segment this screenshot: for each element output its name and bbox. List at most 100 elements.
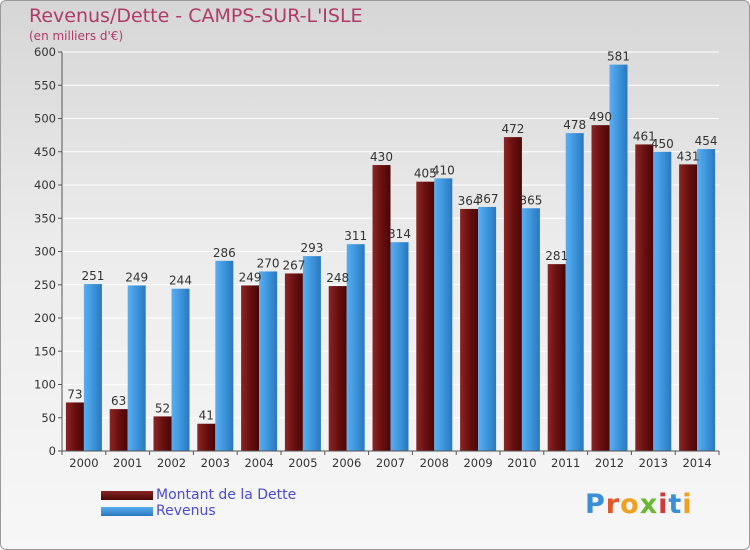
data-label-revenue: 365 xyxy=(519,193,542,207)
data-label-debt: 73 xyxy=(67,387,82,401)
data-label-debt: 248 xyxy=(326,271,349,285)
legend-label-debt: Montant de la Dette xyxy=(156,487,297,503)
data-label-revenue: 286 xyxy=(213,246,236,260)
y-tick-label: 350 xyxy=(34,211,56,225)
data-label-revenue: 450 xyxy=(651,137,674,151)
bar-debt xyxy=(153,416,172,451)
bar-debt xyxy=(328,286,347,451)
logo-letter: t xyxy=(668,489,683,520)
data-label-debt: 430 xyxy=(370,150,393,164)
x-tick-label: 2008 xyxy=(420,456,449,470)
legend-item-revenue: Revenus xyxy=(101,503,296,519)
bar-revenue xyxy=(171,288,190,451)
bar-debt xyxy=(635,144,654,451)
chart-title: Revenus/Dette - CAMPS-SUR-L'ISLE xyxy=(29,5,363,27)
data-label-debt: 249 xyxy=(239,270,262,284)
y-tick-label: 450 xyxy=(34,145,56,159)
x-tick-label: 2005 xyxy=(288,456,317,470)
logo-letter: P xyxy=(585,489,606,520)
bar-revenue xyxy=(259,271,278,451)
x-tick-label: 2011 xyxy=(551,456,580,470)
x-tick-label: 2004 xyxy=(244,456,273,470)
data-label-revenue: 244 xyxy=(169,274,192,288)
x-tick-label: 2009 xyxy=(463,456,492,470)
bar-revenue xyxy=(83,284,102,451)
bar-debt xyxy=(197,423,216,451)
data-label-revenue: 410 xyxy=(432,163,455,177)
bar-revenue xyxy=(390,242,409,451)
y-tick-label: 50 xyxy=(41,411,56,425)
data-label-revenue: 314 xyxy=(388,227,411,241)
bar-revenue xyxy=(565,133,584,451)
data-label-revenue: 478 xyxy=(563,118,586,132)
x-tick-label: 2010 xyxy=(507,456,536,470)
data-label-debt: 461 xyxy=(633,129,656,143)
x-tick-label: 2007 xyxy=(376,456,405,470)
x-tick-label: 2012 xyxy=(595,456,624,470)
bar-debt xyxy=(503,137,522,451)
bar-debt xyxy=(679,164,698,451)
data-label-debt: 63 xyxy=(111,394,126,408)
data-label-debt: 405 xyxy=(414,167,437,181)
data-label-debt: 431 xyxy=(677,149,700,163)
data-label-revenue: 270 xyxy=(257,256,280,270)
data-label-debt: 472 xyxy=(501,122,524,136)
legend-item-debt: Montant de la Dette xyxy=(101,487,296,503)
bar-revenue xyxy=(215,260,234,451)
data-label-debt: 364 xyxy=(458,194,481,208)
bar-debt xyxy=(460,208,479,451)
data-label-revenue: 293 xyxy=(300,241,323,255)
data-label-revenue: 367 xyxy=(476,192,499,206)
bar-debt xyxy=(241,285,260,451)
x-tick-label: 2002 xyxy=(157,456,186,470)
bar-revenue xyxy=(478,206,497,451)
x-tick-label: 2013 xyxy=(639,456,668,470)
x-tick-label: 2006 xyxy=(332,456,361,470)
data-label-debt: 281 xyxy=(545,249,568,263)
legend: Montant de la Dette Revenus xyxy=(101,487,296,519)
data-label-debt: 41 xyxy=(199,409,214,423)
bar-debt xyxy=(372,165,391,452)
bar-revenue xyxy=(653,151,672,451)
y-tick-label: 100 xyxy=(34,378,56,392)
y-tick-label: 600 xyxy=(34,45,56,59)
data-label-debt: 490 xyxy=(589,110,612,124)
bar-debt xyxy=(109,409,128,451)
bar-debt xyxy=(284,273,303,451)
y-tick-label: 550 xyxy=(34,78,56,92)
data-label-debt: 267 xyxy=(282,258,305,272)
data-label-revenue: 581 xyxy=(607,50,630,64)
data-label-debt: 52 xyxy=(155,401,170,415)
logo-letter: i xyxy=(682,489,693,520)
legend-label-revenue: Revenus xyxy=(156,503,216,519)
x-tick-label: 2001 xyxy=(113,456,142,470)
logo-letter: o xyxy=(620,489,640,520)
bar-revenue xyxy=(127,285,146,451)
proxiti-logo: Proxiti xyxy=(585,489,693,520)
y-tick-label: 300 xyxy=(34,245,56,259)
y-tick-label: 250 xyxy=(34,278,56,292)
bar-revenue xyxy=(697,149,716,451)
bar-debt xyxy=(591,125,610,452)
bar-debt xyxy=(547,264,566,451)
bar-revenue xyxy=(521,208,540,451)
data-label-revenue: 311 xyxy=(344,229,367,243)
logo-letter: i xyxy=(658,489,669,520)
data-label-revenue: 251 xyxy=(81,269,104,283)
chart-subtitle: (en milliers d'€) xyxy=(29,29,124,43)
x-tick-label: 2014 xyxy=(682,456,711,470)
x-tick-label: 2003 xyxy=(201,456,230,470)
y-tick-label: 400 xyxy=(34,178,56,192)
legend-swatch-revenue xyxy=(101,506,153,516)
y-tick-label: 150 xyxy=(34,344,56,358)
y-tick-label: 200 xyxy=(34,311,56,325)
bar-debt xyxy=(65,402,84,451)
bar-revenue xyxy=(346,244,365,451)
data-label-revenue: 249 xyxy=(125,270,148,284)
logo-letter: x xyxy=(639,489,659,520)
y-tick-label: 500 xyxy=(34,112,56,126)
bar-revenue xyxy=(302,256,321,451)
x-tick-label: 2000 xyxy=(69,456,98,470)
